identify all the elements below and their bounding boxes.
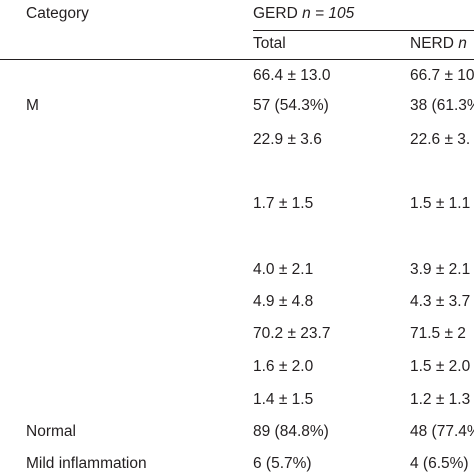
row-10-nerd: 4 (6.5%) — [410, 455, 469, 472]
row-1-category: M — [26, 97, 39, 114]
row-1-nerd: 38 (61.3% — [410, 97, 474, 114]
row-0-total: 66.4 ± 13.0 — [253, 67, 331, 84]
row-8-nerd: 1.2 ± 1.3 — [410, 391, 471, 408]
group-underline — [253, 30, 474, 31]
header-category: Category — [26, 5, 89, 22]
row-5-nerd: 4.3 ± 3.7 — [410, 293, 471, 310]
row-4-total: 4.0 ± 2.1 — [253, 261, 314, 278]
row-4-nerd: 3.9 ± 2.1 — [410, 261, 471, 278]
row-6-nerd: 71.5 ± 2 — [410, 325, 466, 342]
row-9-category: Normal — [26, 423, 76, 440]
header-gerd-prefix: GERD — [253, 5, 303, 22]
row-8-total: 1.4 ± 1.5 — [253, 391, 314, 408]
row-10-category: Mild inflammation — [26, 455, 147, 472]
header-nerd-prefix: NERD — [410, 35, 459, 52]
header-col-nerd: NERD n — [410, 36, 467, 52]
row-5-total: 4.9 ± 4.8 — [253, 293, 314, 310]
row-0-nerd: 66.7 ± 10 — [410, 67, 474, 84]
row-3-total: 1.7 ± 1.5 — [253, 195, 314, 212]
row-7-total: 1.6 ± 2.0 — [253, 358, 314, 375]
header-nerd-n: n — [458, 35, 467, 52]
row-2-nerd: 22.6 ± 3. — [410, 131, 471, 148]
row-9-total: 89 (84.8%) — [253, 423, 329, 440]
row-9-nerd: 48 (77.4% — [410, 423, 474, 440]
header-gerd-n: n = 105 — [302, 5, 355, 22]
row-3-nerd: 1.5 ± 1.1 — [410, 195, 471, 212]
header-col-total: Total — [253, 35, 286, 52]
row-7-nerd: 1.5 ± 2.0 — [410, 358, 471, 375]
header-bottom-rule — [0, 59, 474, 60]
row-1-total: 57 (54.3%) — [253, 97, 329, 114]
header-gerd-group: GERD n = 105 — [253, 6, 354, 22]
row-10-total: 6 (5.7%) — [253, 455, 312, 472]
row-6-total: 70.2 ± 23.7 — [253, 325, 331, 342]
row-2-total: 22.9 ± 3.6 — [253, 131, 322, 148]
